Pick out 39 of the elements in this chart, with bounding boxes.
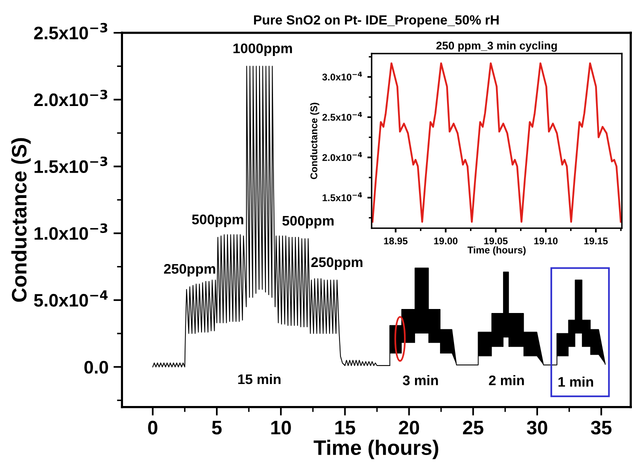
annotation: 2 min xyxy=(488,375,524,386)
line-series xyxy=(372,62,622,223)
annotation: 500ppm xyxy=(192,214,244,228)
x-tick-label: 20 xyxy=(398,420,420,434)
y-tick-label: 5.0x10$^{−4}$ xyxy=(34,290,108,307)
x-axis-title: Time (hours) xyxy=(314,440,438,460)
x-tick-label: 18.95 xyxy=(384,238,408,244)
y-axis-title: Conductance (S) xyxy=(11,138,31,302)
y-tick-label: 1.5x10$^{−3}$ xyxy=(34,156,108,174)
y-tick-label: 2.0x10$^{−3}$ xyxy=(34,90,108,106)
x-tick-label: 35 xyxy=(590,420,612,435)
y-tick-label: 2.5x10$^{−3}$ xyxy=(34,22,108,40)
y-tick-label: 3.0x10$^{−4}$ xyxy=(322,72,362,80)
chart-title: 250 ppm_3 min cycling xyxy=(436,41,557,52)
annotation: 15 min xyxy=(238,374,280,384)
annotation: 1000ppm xyxy=(233,43,292,56)
x-axis-title: Time (hours) xyxy=(468,246,526,256)
x-tick-label: 25 xyxy=(462,420,484,434)
y-tick-label: 0.0 xyxy=(84,360,108,374)
x-tick-label: 19.05 xyxy=(484,238,508,244)
annotation: 250ppm xyxy=(311,257,362,270)
x-tick-label: 10 xyxy=(271,420,291,434)
x-tick-label: 30 xyxy=(526,420,548,435)
x-tick-label: 19.15 xyxy=(584,238,608,244)
x-tick-label: 0 xyxy=(148,420,158,434)
annotation: 3 min xyxy=(402,375,438,386)
y-tick-label: 2.0x10$^{−4}$ xyxy=(322,152,362,161)
annotation: 500ppm xyxy=(282,216,334,228)
annotation: 250ppm xyxy=(164,264,216,277)
y-tick-label: 2.5x10$^{−4}$ xyxy=(322,112,362,121)
chart-title: Pure SnO2 on Pt- IDE_Propene_50% rH xyxy=(254,15,499,28)
x-tick-label: 5 xyxy=(212,420,222,434)
annotation: 1 min xyxy=(558,376,594,387)
x-tick-label: 19.10 xyxy=(534,238,558,244)
y-axis-title: Conductance (S) xyxy=(310,102,320,180)
x-tick-label: 19.00 xyxy=(434,238,458,244)
x-tick-label: 15 xyxy=(335,420,356,434)
y-tick-label: 1.5x10$^{−4}$ xyxy=(322,192,362,202)
y-tick-label: 1.0x10$^{−3}$ xyxy=(34,223,108,240)
